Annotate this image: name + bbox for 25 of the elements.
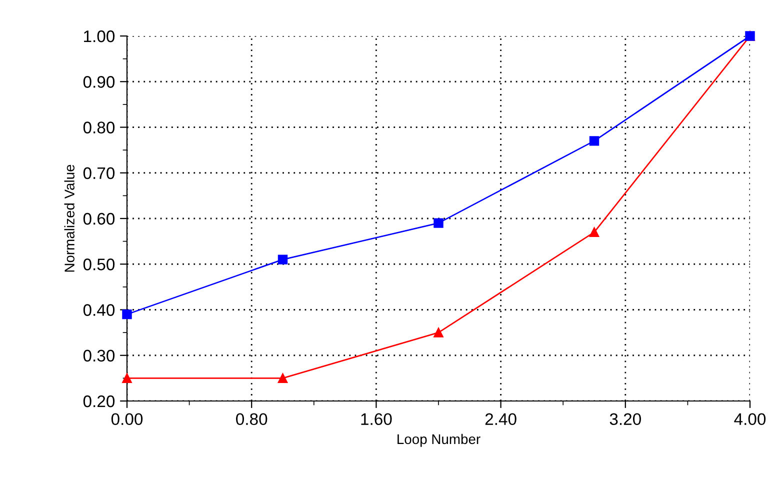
- x-axis-title: Loop Number: [398, 434, 480, 447]
- y-tick-label: 1.00: [84, 30, 115, 42]
- y-tick-label: 0.50: [83, 258, 115, 270]
- x-tick-label: 2.40: [485, 413, 516, 426]
- y-tick-label: 0.90: [83, 76, 115, 88]
- point: [122, 309, 132, 320]
- y-tick-label: 0.40: [83, 304, 115, 316]
- x-tick-label: 0.00: [111, 413, 143, 426]
- x-tick-label: 3.20: [610, 413, 641, 426]
- point: [589, 227, 600, 238]
- point: [122, 373, 132, 384]
- point: [589, 136, 600, 146]
- x-tick-label: 4.00: [734, 413, 766, 426]
- point: [434, 328, 444, 338]
- point: [278, 373, 288, 384]
- y-tick-label: 0.70: [83, 167, 115, 180]
- point: [434, 218, 444, 228]
- y-axis-title: Normalized Value: [64, 164, 74, 272]
- y-tick-label: 0.20: [83, 395, 115, 408]
- y-tick-label: 0.30: [83, 350, 115, 362]
- x-tick-label: 1.60: [361, 413, 392, 426]
- point: [278, 254, 288, 264]
- y-tick-label: 0.60: [83, 212, 115, 225]
- y-tick-label: 0.80: [83, 122, 115, 134]
- x-tick-label: 0.80: [236, 413, 268, 426]
